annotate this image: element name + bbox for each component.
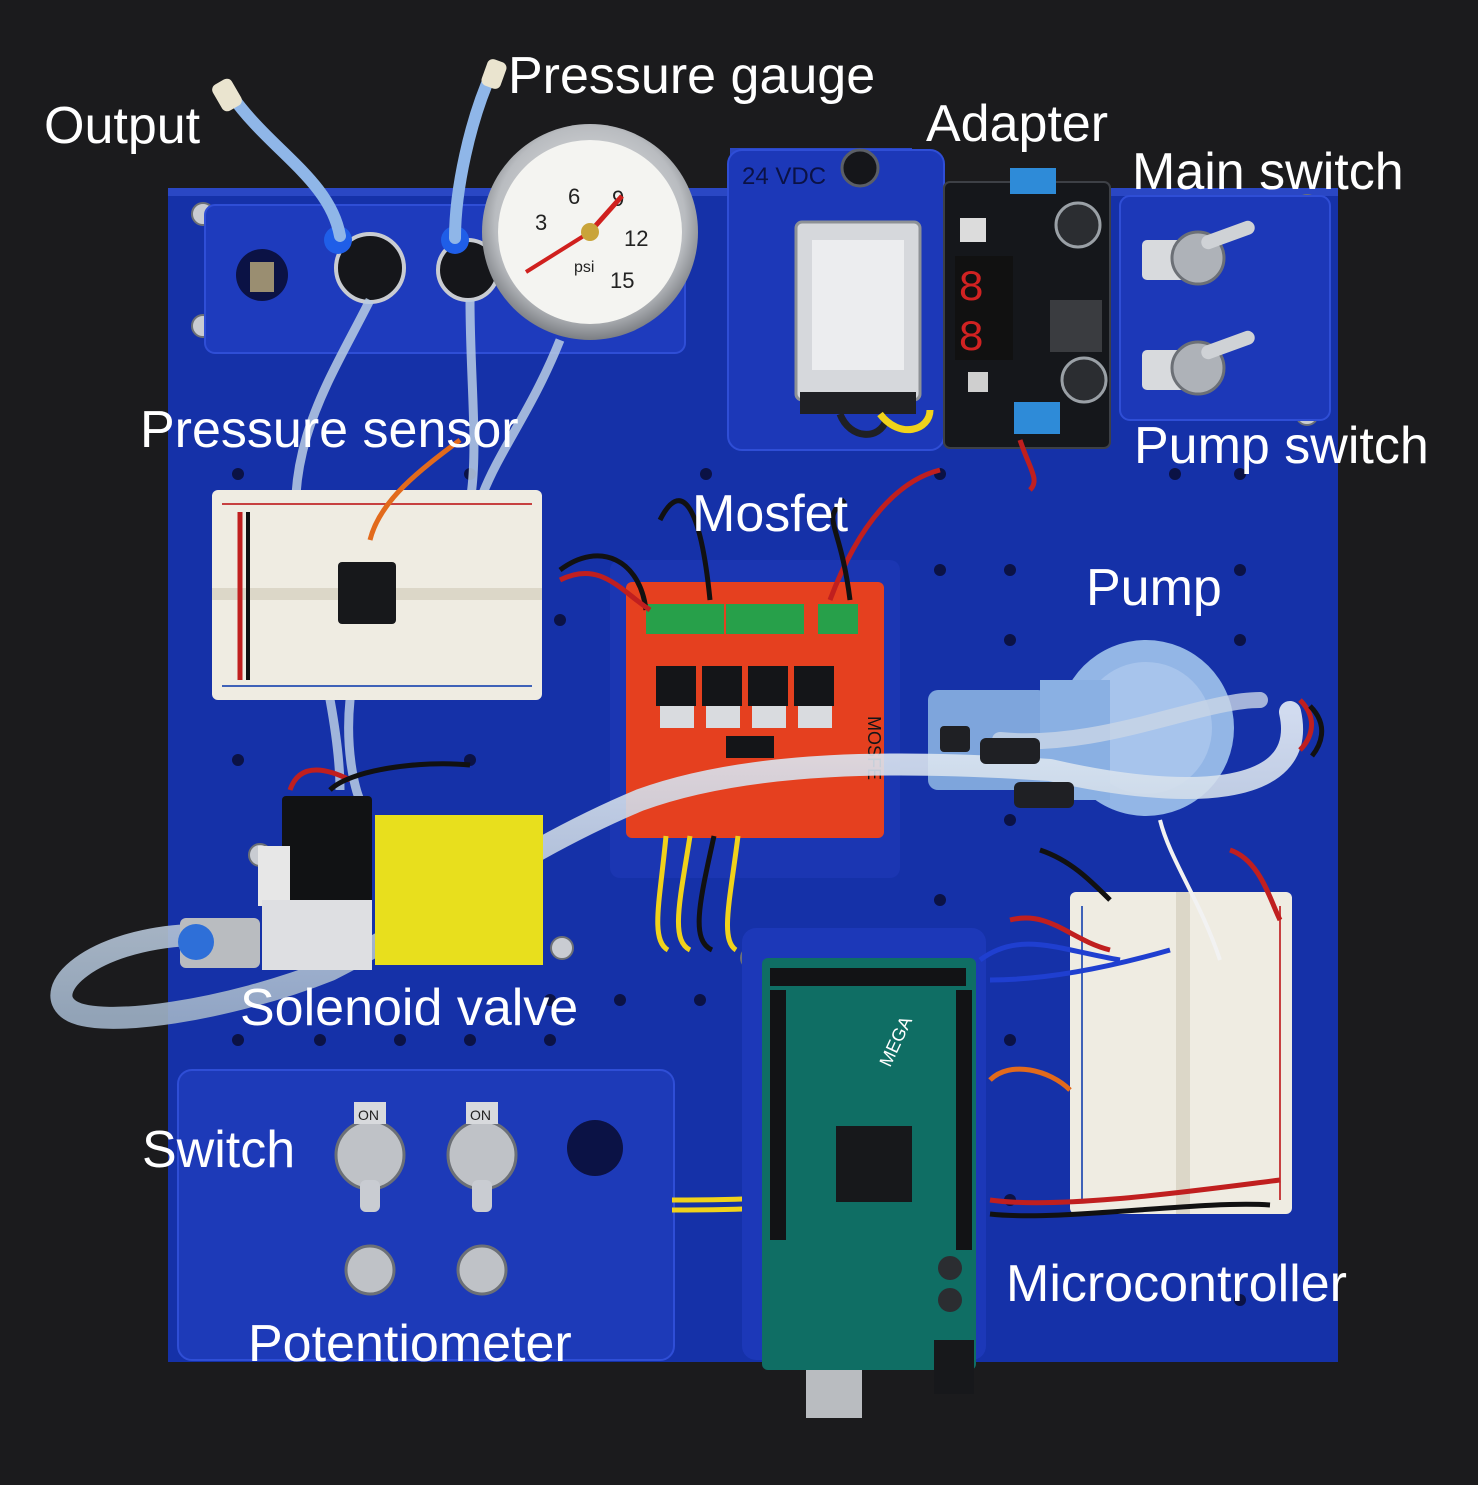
- pump-wiring: [1017, 439, 1325, 758]
- label-mosfet: Mosfet: [692, 485, 849, 543]
- label-pump: Pump: [1086, 559, 1222, 617]
- label-microcontroller: Microcontroller: [1006, 1255, 1347, 1313]
- gauge-tick-3: 3: [535, 210, 547, 235]
- label-pump-switch: Pump switch: [1134, 417, 1429, 475]
- label-potentiometer: Potentiometer: [248, 1315, 572, 1373]
- output-tubing: [226, 66, 498, 244]
- label-pressure-sensor: Pressure sensor: [140, 401, 519, 459]
- label-solenoid-valve: Solenoid valve: [240, 979, 579, 1037]
- gauge-tick-12: 12: [624, 226, 648, 251]
- gauge-tick-6: 6: [568, 184, 580, 209]
- tube-couplers: [940, 726, 1074, 808]
- switch-on-marking-1: ON: [358, 1107, 379, 1123]
- power-module: 24 VDC: [727, 148, 945, 451]
- mosfet-board: MOSFE: [558, 467, 941, 953]
- label-output: Output: [44, 97, 201, 155]
- supply-voltage-marking: 24 VDC: [742, 163, 826, 190]
- solenoid-valve: [178, 761, 543, 970]
- pressure-sensor-breadboard: [212, 438, 542, 700]
- svg-text:8: 8: [958, 264, 984, 314]
- label-switch: Switch: [142, 1121, 296, 1179]
- switch-on-marking-2: ON: [470, 1107, 491, 1123]
- label-main-switch: Main switch: [1132, 143, 1404, 201]
- control-plate: ON ON: [177, 1069, 787, 1361]
- microcontroller-board: MEGA: [742, 928, 986, 1418]
- pump-switch-toggle: [1142, 330, 1255, 396]
- microcontroller-breadboard: [978, 819, 1292, 1219]
- label-pressure-gauge: Pressure gauge: [508, 47, 876, 105]
- adapter-board: 88: [943, 168, 1111, 449]
- main-switch-toggle: [1142, 220, 1255, 286]
- output-fittings: [212, 59, 507, 112]
- gauge-unit: psi: [574, 259, 594, 276]
- label-adapter: Adapter: [926, 95, 1109, 153]
- pressure-gauge: 3 6 9 12 15 psi: [482, 124, 698, 340]
- svg-text:8: 8: [958, 314, 984, 364]
- gauge-tick-15: 15: [610, 268, 634, 293]
